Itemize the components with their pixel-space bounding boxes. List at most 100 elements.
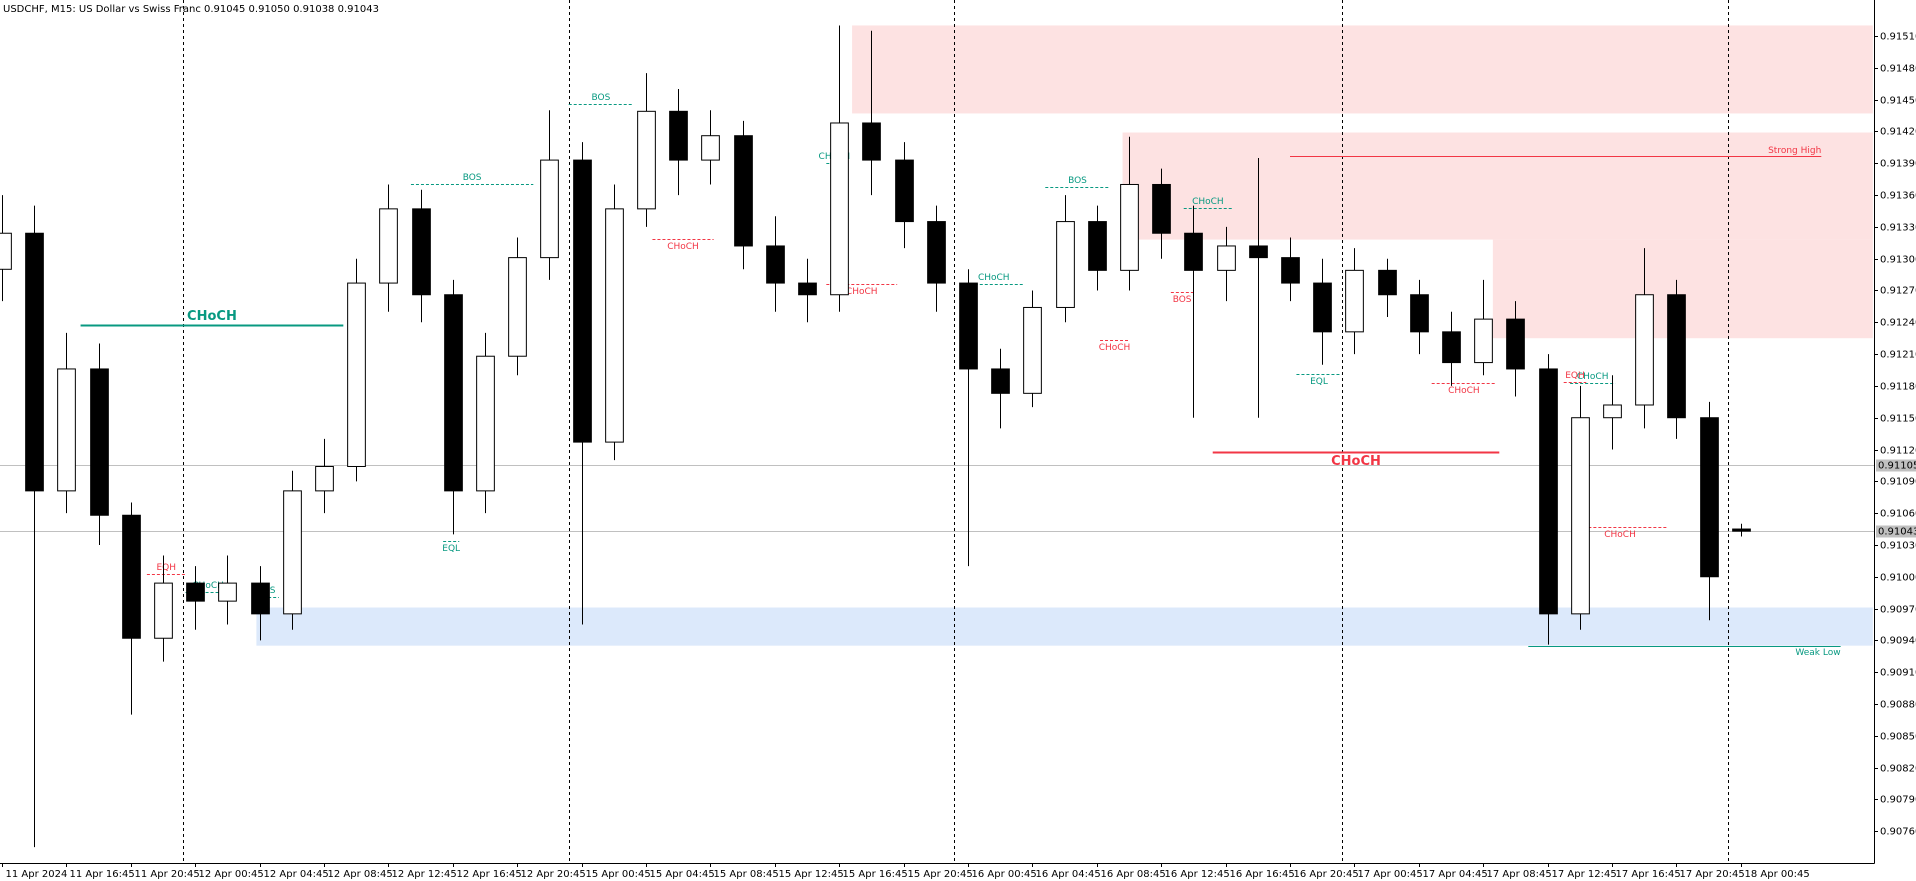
candle-body [1539,368,1558,615]
candle-body [669,110,688,161]
candle-body [218,582,237,602]
candles [0,25,1751,848]
zone [256,607,1873,646]
x-tick-label: 17 Apr 16:45 [1616,869,1681,880]
candle-body [90,368,109,516]
candle-body [154,582,173,639]
candle-body [1056,221,1075,308]
x-tick-label: 16 Apr 12:45 [1165,869,1230,880]
zone [852,25,1873,114]
x-tick-label: 12 Apr 00:45 [199,869,264,880]
x-tick-label: 18 Apr 00:45 [1745,869,1810,880]
structure-label: CHoCH [846,287,878,297]
structure-label: CHoCH [978,273,1010,283]
candle-body [122,514,141,639]
candle-body [605,208,624,443]
candle-body [927,221,946,284]
x-tick-label: 16 Apr 16:45 [1230,869,1295,880]
x-tick-label: 17 Apr 08:45 [1487,869,1552,880]
candle-body [1378,269,1397,296]
candle-body [186,582,205,602]
structure-label: Strong High [1768,146,1821,156]
structure-label: BOS [463,173,482,183]
candle-body [1506,318,1525,370]
candle-body [251,582,270,615]
x-tick-label: 15 Apr 08:45 [714,869,779,880]
x-tick-label: 17 Apr 12:45 [1552,869,1617,880]
structure-label: EQH [156,563,176,573]
candle-body [830,122,849,296]
plot-area [0,0,1874,863]
candle-body [379,208,398,284]
candle-body [734,135,753,247]
x-tick-label: 16 Apr 04:45 [1036,869,1101,880]
structure-label: CHoCH [1448,386,1480,396]
candle-body [444,294,463,492]
x-tick-label: 11 Apr 2024 [6,869,68,880]
candle-body [1088,221,1107,271]
structure-label: CHoCH [1577,372,1609,382]
structure-label: BOS [592,93,611,103]
x-tick-label: 17 Apr 00:45 [1358,869,1423,880]
price-line-box [1876,525,1916,538]
candle-body [1474,318,1493,364]
zone [1122,132,1873,240]
x-tick-label: 12 Apr 12:45 [392,869,457,880]
x-tick-label: 17 Apr 04:45 [1423,869,1488,880]
separators [0,0,1874,863]
candle-body [476,355,495,492]
x-tick-label: 15 Apr 16:45 [843,869,908,880]
candle-body [0,232,12,270]
candle-body [1281,257,1300,284]
x-tick-label: 12 Apr 20:45 [521,869,586,880]
x-tick-label: 16 Apr 08:45 [1101,869,1166,880]
candle-body [766,245,785,284]
candle-body [25,232,44,492]
candle-body [895,159,914,223]
structure-label: Weak Low [1795,648,1840,658]
structure-label: CHoCH [667,242,699,252]
structure-label: EQL [442,544,460,554]
candle-body [347,282,366,467]
structure-label: CHoCH [1604,530,1636,540]
x-tick-label: 17 Apr 20:45 [1680,869,1745,880]
structure-label: EQH [1565,371,1585,381]
candle-body [1571,417,1590,615]
x-tick-label: 16 Apr 00:45 [972,869,1037,880]
candle-body [1667,294,1686,419]
candle-body [959,282,978,370]
candle-body [1152,183,1171,234]
structure-label: BOS [1173,295,1192,305]
candle-body [1442,331,1461,364]
structure-label: CHoCH [1331,454,1381,469]
candle-body [991,368,1010,394]
structure-label: EQL [1310,377,1328,387]
candle-body [637,110,656,210]
x-tick-label: 15 Apr 04:45 [650,869,715,880]
x-tick-label: 12 Apr 16:45 [457,869,522,880]
candle-body [1120,183,1139,271]
candle-body [701,135,720,161]
candle-body [1184,232,1203,271]
candle-body [1023,306,1042,394]
candle-body [540,159,559,259]
chart-title: USDCHF, M15: US Dollar vs Swiss Franc 0.… [3,4,379,15]
candle-body [1249,245,1268,259]
